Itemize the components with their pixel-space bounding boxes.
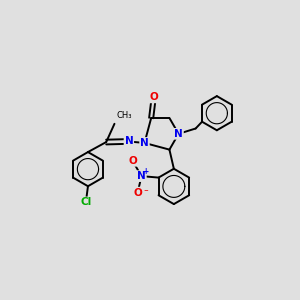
Text: CH₃: CH₃ [117, 111, 132, 120]
Text: +: + [142, 167, 149, 176]
Text: N: N [137, 171, 146, 181]
Text: O: O [134, 188, 142, 198]
Text: N: N [124, 136, 133, 146]
Text: Cl: Cl [81, 197, 92, 207]
Text: ⁻: ⁻ [143, 188, 148, 197]
Text: N: N [174, 129, 183, 139]
Text: N: N [140, 138, 149, 148]
Text: O: O [149, 92, 158, 102]
Text: O: O [129, 156, 138, 166]
